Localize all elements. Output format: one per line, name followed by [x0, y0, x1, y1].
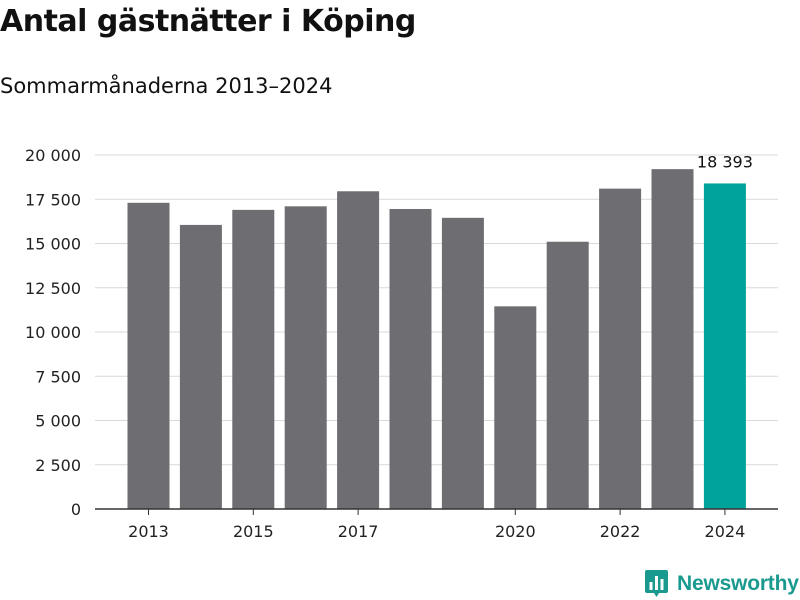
bar — [703, 183, 746, 509]
y-tick-label: 17 500 — [25, 190, 81, 209]
bar — [546, 241, 589, 510]
x-tick-label: 2020 — [495, 522, 536, 541]
bar — [494, 306, 537, 509]
y-tick-label: 2 500 — [35, 456, 81, 475]
bar — [179, 224, 222, 510]
y-tick-label: 7 500 — [35, 367, 81, 386]
bar — [284, 206, 327, 509]
y-tick-label: 20 000 — [25, 146, 81, 165]
bar — [389, 208, 432, 510]
bar — [232, 209, 275, 509]
y-tick-label: 0 — [71, 500, 81, 519]
bar — [599, 188, 642, 509]
y-tick-label: 15 000 — [25, 235, 81, 254]
chart-subtitle: Sommarmånaderna 2013–2024 — [0, 74, 333, 98]
x-tick-label: 2013 — [128, 522, 169, 541]
bar — [441, 217, 484, 509]
y-tick-label: 10 000 — [25, 323, 81, 342]
brand-name: Newsworthy — [677, 571, 799, 595]
bar-chart-badge-icon — [645, 570, 668, 597]
brand-logo: Newsworthy — [644, 569, 799, 598]
x-tick-label: 2015 — [233, 522, 274, 541]
x-tick-label: 2022 — [600, 522, 641, 541]
data-label: 18 393 — [697, 152, 753, 171]
x-tick-label: 2017 — [338, 522, 379, 541]
x-tick-label: 2024 — [705, 522, 746, 541]
y-tick-label: 12 500 — [25, 279, 81, 298]
bar — [337, 191, 380, 509]
bar — [127, 202, 170, 510]
y-tick-label: 5 000 — [35, 412, 81, 431]
bar — [651, 169, 694, 509]
chart-title: Antal gästnätter i Köping — [0, 4, 416, 39]
